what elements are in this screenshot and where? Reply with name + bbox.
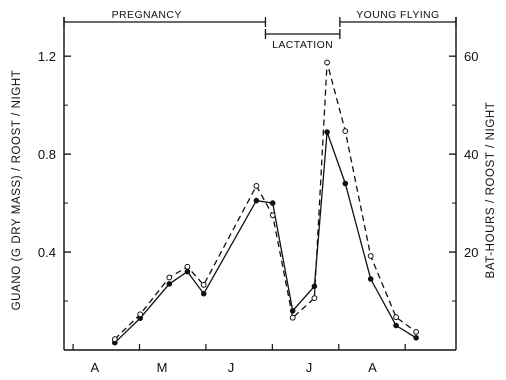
- data-point: [269, 200, 276, 206]
- data-point: [393, 322, 399, 329]
- period-bars: PREGNANCY LACTATION YOUNG FLYING: [63, 9, 457, 51]
- data-point: [253, 197, 260, 204]
- x-month-label: A: [368, 360, 377, 375]
- data-point: [137, 311, 144, 318]
- data-point: [324, 59, 331, 66]
- x-month-label: M: [157, 360, 168, 375]
- period-bar: PREGNANCY: [63, 9, 267, 27]
- data-point: [200, 282, 207, 288]
- data-point: [311, 295, 318, 302]
- data-point: [184, 263, 191, 270]
- y-left-tick-label: 1.2: [38, 49, 56, 64]
- data-point: [342, 128, 349, 135]
- y-right-tick-label: 40: [464, 147, 478, 162]
- data-point: [393, 314, 400, 321]
- data-point: [166, 274, 173, 281]
- data-point: [413, 335, 419, 341]
- data-point: [342, 180, 349, 187]
- x-month-label: J: [228, 360, 235, 375]
- data-point: [367, 253, 374, 259]
- period-bar: YOUNG FLYING: [339, 9, 457, 27]
- data-point: [289, 314, 296, 321]
- y-left-tick-label: 0.8: [38, 147, 56, 162]
- y-axis-right-title: BAT-HOURS / ROOST / NIGHT: [485, 102, 497, 279]
- data-point: [324, 129, 330, 135]
- series: [111, 59, 420, 346]
- period-label: YOUNG FLYING: [356, 9, 439, 21]
- period-bar: LACTATION: [264, 29, 341, 51]
- series-guano: [112, 129, 419, 346]
- series-line: [114, 131, 417, 344]
- data-point: [311, 283, 318, 290]
- x-month-label: A: [91, 360, 100, 375]
- y-left-tick-label: 0.4: [38, 245, 56, 260]
- period-label: PREGNANCY: [112, 9, 182, 21]
- x-month-label: J: [306, 360, 313, 375]
- data-point: [184, 268, 191, 275]
- data-point: [200, 290, 207, 297]
- period-label: LACTATION: [272, 39, 333, 51]
- data-point: [111, 336, 118, 343]
- data-point: [367, 276, 374, 282]
- y-right-tick-label: 60: [464, 49, 478, 64]
- data-point: [253, 183, 260, 189]
- series-bat-hours: [111, 59, 420, 343]
- axes: 0.4 0.8 1.2 20 40 60 A M J J A: [38, 17, 478, 375]
- data-point: [269, 212, 276, 219]
- y-right-tick-label: 20: [464, 245, 478, 260]
- data-point: [413, 329, 420, 335]
- data-point: [166, 281, 173, 287]
- y-axis-left-title: GUANO (G DRY MASS) / ROOST / NIGHT: [11, 70, 23, 311]
- series-line: [114, 62, 417, 340]
